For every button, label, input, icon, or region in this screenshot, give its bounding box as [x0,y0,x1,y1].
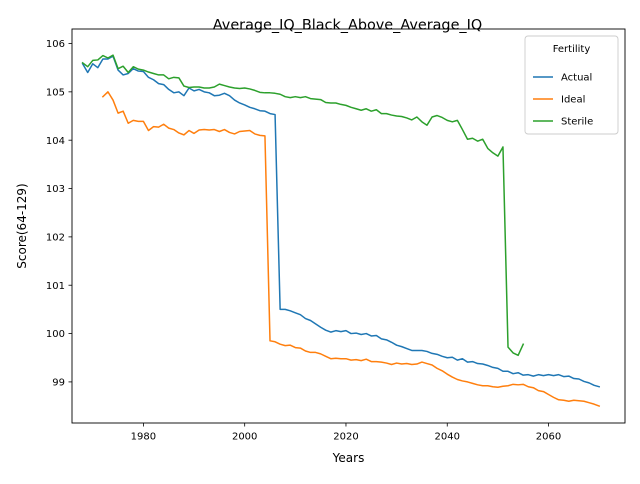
chart-title: Average_IQ_Black_Above_Average_IQ [213,18,482,34]
legend-label-actual: Actual [561,73,592,84]
series-line-actual [81,55,601,388]
y-tick-label: 106 [46,39,65,50]
y-tick-label: 103 [46,184,65,195]
x-tick-label: 1980 [131,432,156,443]
legend-box [524,35,619,135]
y-axis-ticks: 99 100 101 102 103 104 105 106 [46,39,72,389]
y-tick-label: 105 [46,87,65,98]
series-line-sterile [81,54,525,357]
x-tick-label: 2040 [435,432,460,443]
series-layer [81,54,601,408]
x-axis-label: Years [332,451,365,465]
legend: Fertility Actual Ideal Sterile [524,35,619,135]
x-axis-ticks: 1980 2000 2020 2040 2060 [131,423,561,443]
x-tick-label: 2060 [536,432,561,443]
y-tick-label: 104 [46,136,65,147]
y-tick-label: 102 [46,232,65,243]
legend-label-sterile: Sterile [561,117,593,128]
y-tick-label: 99 [52,378,65,389]
series-line-ideal [101,91,601,408]
x-tick-label: 2000 [232,432,257,443]
legend-title: Fertility [553,44,591,55]
y-axis-label: Score(64-129) [15,183,29,268]
x-tick-label: 2020 [333,432,358,443]
y-tick-label: 101 [46,281,65,292]
y-tick-label: 100 [46,329,65,340]
legend-label-ideal: Ideal [561,95,585,106]
plot-frame [71,28,626,424]
